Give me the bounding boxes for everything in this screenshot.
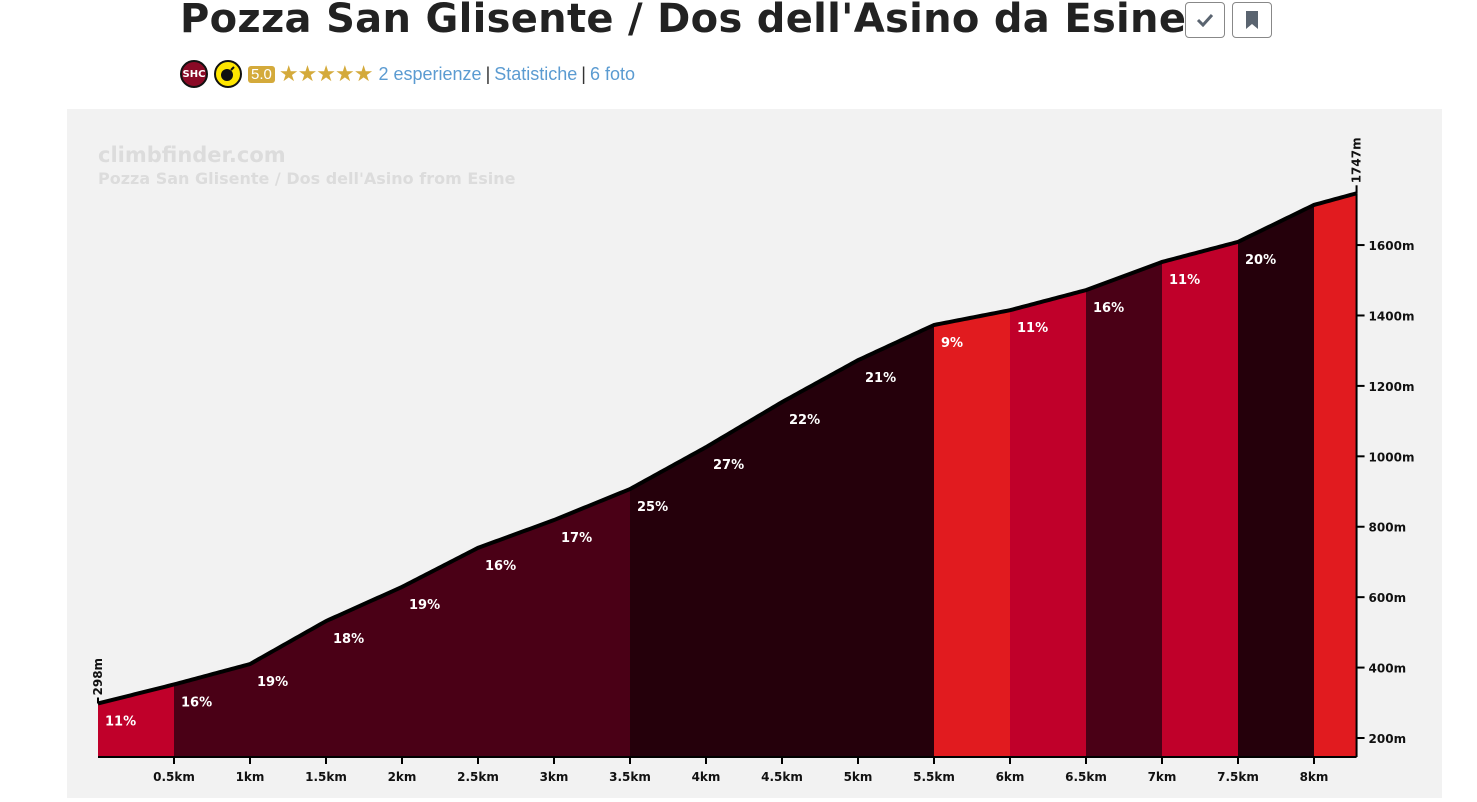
gradient-segment [782, 360, 858, 757]
profile-svg: climbfinder.com Pozza San Glisente / Dos… [91, 137, 1415, 784]
end-elevation-label: 1747m [1350, 137, 1364, 183]
gradient-segment [1086, 261, 1162, 757]
star-rating: ★★★★★ [278, 61, 374, 86]
x-tick-label: 2km [388, 770, 417, 784]
y-tick-label: 400m [1369, 662, 1407, 676]
mark-done-button[interactable] [1185, 2, 1225, 38]
x-tick-label: 3km [540, 770, 569, 784]
gradient-segment [706, 402, 782, 757]
x-tick-label: 1.5km [305, 770, 347, 784]
segment-gradient-label: 16% [1093, 301, 1124, 316]
y-tick-label: 1000m [1369, 450, 1415, 464]
statistics-link[interactable]: Statistiche [494, 63, 578, 84]
y-tick-label: 1200m [1369, 380, 1415, 394]
y-tick-label: 800m [1369, 521, 1407, 535]
rating-score: 5.0 [248, 65, 275, 83]
separator: | [581, 63, 586, 84]
gradient-segment [1162, 241, 1238, 757]
elevation-profile-chart: climbfinder.com Pozza San Glisente / Dos… [67, 109, 1442, 798]
bomb-icon [214, 60, 242, 88]
segment-gradient-label: 20% [1245, 253, 1276, 268]
gradient-segment [934, 310, 1010, 757]
segment-gradient-label: 11% [1169, 273, 1200, 288]
y-tick-label: 200m [1369, 732, 1407, 746]
gradient-segment [174, 664, 250, 757]
segment-gradient-label: 25% [637, 500, 668, 515]
y-tick-label: 1600m [1369, 239, 1415, 253]
y-tick-label: 1400m [1369, 309, 1415, 323]
profile-line [97, 191, 1358, 706]
x-tick-label: 0.5km [153, 770, 195, 784]
climb-meta: SHC 5.0 ★★★★★ 2 esperienze | Statistiche… [180, 58, 635, 90]
x-tick-label: 7km [1148, 770, 1177, 784]
segment-gradient-label: 19% [257, 675, 288, 690]
segment-gradient-label: 22% [789, 413, 820, 428]
gradient-segment [1238, 204, 1314, 757]
experiences-link[interactable]: 2 esperienze [378, 63, 482, 84]
segment-gradient-label: 27% [713, 458, 744, 473]
segment-gradient-label: 19% [409, 598, 440, 613]
gradient-segment [630, 447, 706, 757]
x-tick-label: 7.5km [1217, 770, 1259, 784]
bookmark-button[interactable] [1232, 2, 1272, 38]
x-tick-label: 4km [692, 770, 721, 784]
gradient-segment [98, 684, 174, 757]
watermark: climbfinder.com [98, 143, 286, 167]
gradient-segment [858, 324, 934, 757]
segment-gradient-label: 9% [941, 336, 963, 351]
x-tick-label: 5.5km [913, 770, 955, 784]
gradient-segment [402, 547, 478, 757]
segment-gradient-label: 16% [485, 559, 516, 574]
category-badge: SHC [180, 60, 208, 88]
y-tick-label: 600m [1369, 591, 1407, 605]
segment-gradient-label: 11% [1017, 321, 1048, 336]
x-tick-label: 3.5km [609, 770, 651, 784]
separator: | [485, 63, 491, 84]
gradient-segment [1010, 290, 1086, 757]
segment-gradient-label: 18% [333, 632, 364, 647]
gradient-segment [478, 520, 554, 757]
check-icon [1196, 13, 1214, 27]
x-tick-label: 6.5km [1065, 770, 1107, 784]
photos-link[interactable]: 6 foto [589, 63, 636, 84]
bookmark-icon [1246, 11, 1258, 29]
segment-gradient-label: 11% [105, 714, 136, 729]
gradient-segment [554, 489, 630, 757]
x-tick-label: 5km [844, 770, 873, 784]
x-tick-label: 2.5km [457, 770, 499, 784]
x-tick-label: 1km [236, 770, 265, 784]
gradient-segment [1314, 193, 1357, 758]
x-tick-label: 8km [1300, 770, 1329, 784]
page-title: Pozza San Glisente / Dos dell'Asino da E… [180, 0, 1187, 42]
segment-gradient-label: 17% [561, 531, 592, 546]
segment-gradient-label: 21% [865, 371, 896, 386]
start-elevation-label: 298m [91, 658, 105, 696]
chart-subtitle: Pozza San Glisente / Dos dell'Asino from… [98, 169, 516, 188]
x-tick-label: 4.5km [761, 770, 803, 784]
segment-gradient-label: 16% [181, 695, 212, 710]
x-tick-label: 6km [996, 770, 1025, 784]
gradient-segment [326, 586, 402, 757]
